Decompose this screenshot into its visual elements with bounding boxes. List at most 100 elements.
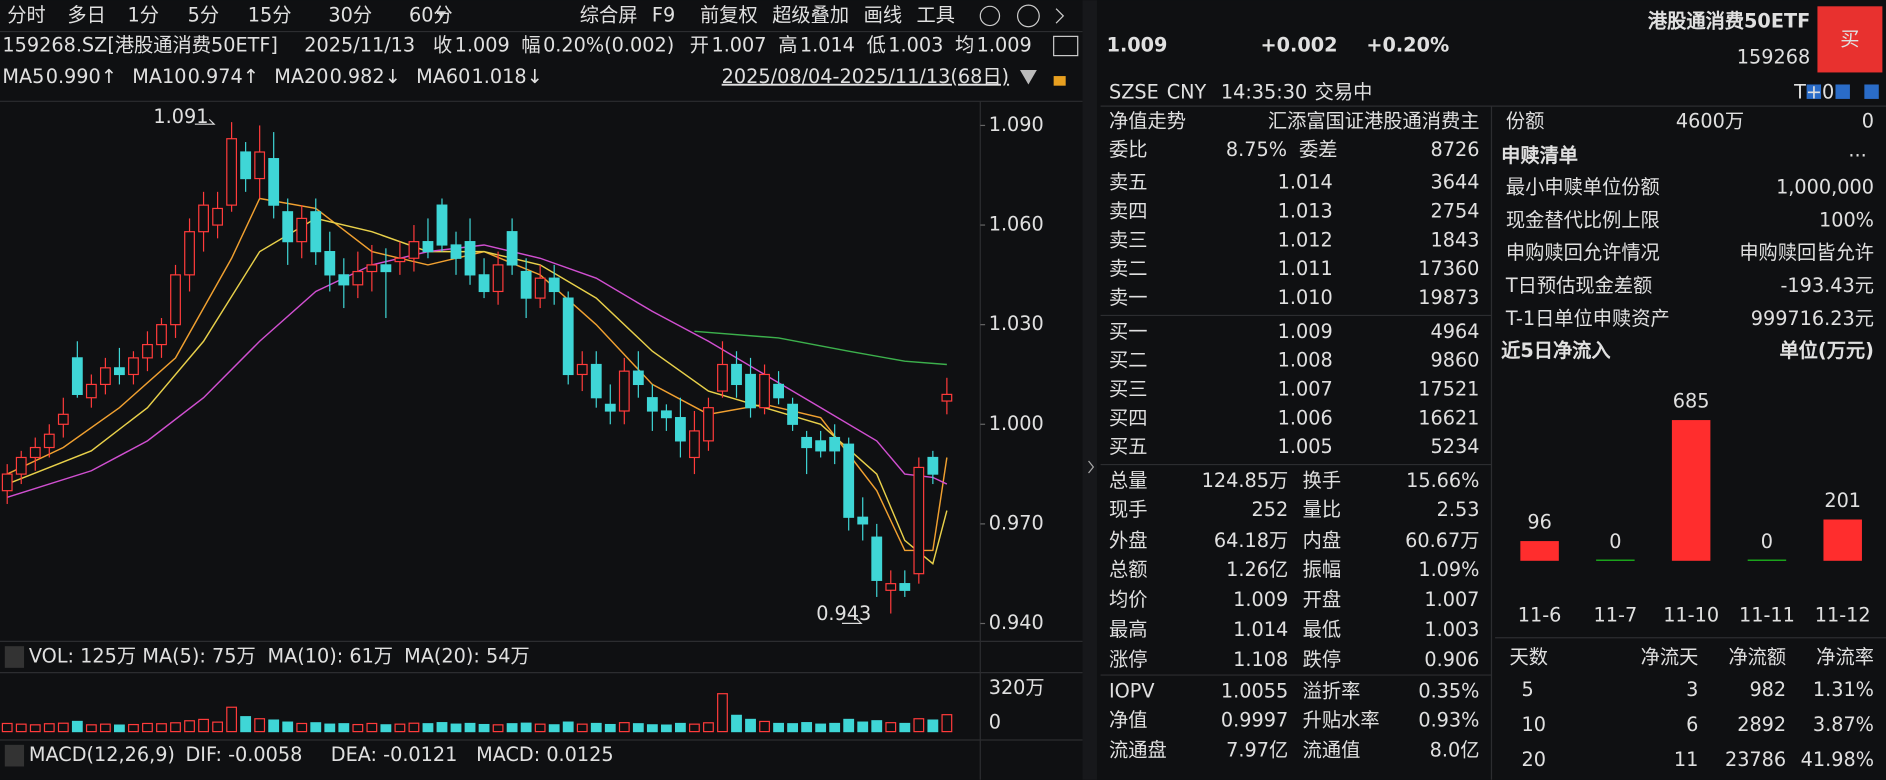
security-number: 159268 bbox=[1737, 46, 1810, 69]
level-price: 1.009 bbox=[1278, 320, 1333, 343]
candle-body bbox=[338, 274, 350, 286]
stat-value: 0.9997 bbox=[1221, 708, 1288, 731]
stat-value: 1.26亿 bbox=[1226, 558, 1288, 581]
list-label: 现金替代比例上限 bbox=[1506, 208, 1660, 231]
volume-bar bbox=[436, 722, 448, 733]
tool-icon[interactable] bbox=[1864, 84, 1879, 99]
toolbar-button[interactable]: 综合屏 bbox=[580, 3, 638, 26]
candle-body bbox=[310, 211, 322, 253]
expand-icon[interactable] bbox=[1055, 8, 1065, 24]
volume-bar bbox=[408, 722, 420, 733]
collapse-icon[interactable] bbox=[1088, 460, 1095, 474]
stat-label: 流通值 bbox=[1303, 738, 1361, 761]
period-tab[interactable]: 1分 bbox=[127, 3, 158, 26]
candle-body bbox=[829, 436, 841, 452]
tool-icon[interactable] bbox=[1806, 84, 1822, 99]
date-range[interactable]: 2025/08/04-2025/11/13(68日) bbox=[722, 65, 1009, 88]
lock-icon[interactable] bbox=[1053, 76, 1066, 86]
volume-bar bbox=[296, 722, 308, 733]
volume-bar bbox=[71, 720, 83, 733]
more[interactable]: ··· bbox=[1848, 144, 1866, 167]
level-price: 1.011 bbox=[1278, 257, 1333, 280]
flow-cell: 11 bbox=[1674, 748, 1698, 771]
period-tab[interactable]: 分时 bbox=[7, 3, 45, 26]
flow-value-label: 685 bbox=[1673, 390, 1710, 413]
toolbar-button[interactable]: F9 bbox=[652, 3, 675, 26]
wp-icon[interactable] bbox=[1053, 35, 1079, 57]
candle-body bbox=[913, 466, 925, 575]
stat-label: 最低 bbox=[1303, 618, 1341, 641]
period-tab[interactable]: 5分 bbox=[188, 3, 219, 26]
range-dropdown[interactable] bbox=[1019, 70, 1037, 85]
list-title: 申赎清单 bbox=[1501, 144, 1578, 167]
period-tab[interactable]: 15分 bbox=[248, 3, 292, 26]
candle-body bbox=[324, 251, 336, 276]
flow-category: 11-11 bbox=[1739, 604, 1795, 627]
period-tab[interactable]: 60分 bbox=[409, 3, 453, 26]
candle-body bbox=[170, 274, 181, 326]
stat-label: 换手 bbox=[1303, 469, 1341, 492]
info-label: 低 bbox=[867, 33, 886, 56]
level-name: 买二 bbox=[1109, 349, 1147, 372]
volume-legend: MA(5): 75万 bbox=[142, 645, 255, 668]
candle-body bbox=[99, 367, 111, 386]
stat-label: IOPV bbox=[1109, 679, 1155, 702]
price-change: +0.002 bbox=[1261, 33, 1338, 56]
flow-cell: 982 bbox=[1749, 678, 1786, 701]
candle-body bbox=[128, 357, 139, 376]
y-tick-label: 0.970 bbox=[989, 511, 1044, 534]
candle-body bbox=[43, 433, 55, 449]
stat-value: 0.906 bbox=[1424, 648, 1479, 671]
candle-body bbox=[674, 417, 686, 442]
fund-name: 汇添富国证港股通消费主 bbox=[1268, 109, 1480, 132]
flow-header: 净流天 bbox=[1641, 646, 1699, 669]
help-box[interactable] bbox=[4, 744, 25, 767]
volume-bar bbox=[394, 723, 406, 733]
flow-value-label: 0 bbox=[1761, 530, 1773, 553]
list-value: 100% bbox=[1819, 208, 1874, 231]
volume-bar bbox=[240, 716, 252, 733]
candle-body bbox=[773, 383, 784, 399]
toolbar-button[interactable]: 前复权 bbox=[700, 3, 758, 26]
level-volume: 5234 bbox=[1430, 435, 1479, 458]
volume-legend: MA(10): 61万 bbox=[268, 645, 394, 668]
toolbar-button[interactable]: 工具 bbox=[917, 3, 955, 26]
candle-body bbox=[787, 403, 799, 425]
period-tab[interactable]: 多日 bbox=[67, 3, 105, 26]
volume-bar bbox=[787, 723, 799, 733]
candle-body bbox=[927, 456, 939, 475]
period-tab[interactable]: 30分 bbox=[328, 3, 372, 26]
dropdown-icon[interactable] bbox=[436, 11, 447, 19]
extreme-label: 0.943 bbox=[816, 602, 871, 625]
divider[interactable] bbox=[1082, 0, 1097, 780]
tab[interactable]: 净值走势 bbox=[1109, 109, 1186, 132]
settings-icon[interactable] bbox=[979, 5, 1001, 27]
flow-bar bbox=[1747, 559, 1787, 561]
toolbar-button[interactable]: 超级叠加 bbox=[772, 3, 849, 26]
candle-body bbox=[604, 403, 616, 412]
candle-body bbox=[184, 231, 195, 276]
list-label: T日预估现金差额 bbox=[1505, 274, 1652, 297]
stat-label: 最高 bbox=[1109, 618, 1147, 641]
candle-body bbox=[450, 244, 462, 259]
volume-bar bbox=[871, 720, 883, 733]
volume-bar bbox=[478, 723, 490, 733]
level-price: 1.006 bbox=[1278, 406, 1333, 429]
tool-icon[interactable] bbox=[1835, 84, 1850, 99]
help-icon[interactable] bbox=[1016, 4, 1040, 28]
list-value: 1,000,000 bbox=[1776, 175, 1874, 198]
buy-button[interactable] bbox=[1817, 6, 1883, 73]
stat-label: 量比 bbox=[1303, 498, 1341, 521]
candle-body bbox=[534, 277, 546, 299]
candle-body bbox=[885, 583, 897, 591]
flow-bar bbox=[1596, 559, 1635, 561]
toolbar-button[interactable]: 画线 bbox=[864, 3, 902, 26]
candle-body bbox=[114, 367, 125, 376]
y-tick-label: 0.940 bbox=[989, 611, 1044, 634]
volume-bar bbox=[156, 723, 167, 733]
level-price: 1.005 bbox=[1278, 435, 1333, 458]
buy-label[interactable]: 买 bbox=[1840, 27, 1859, 50]
help-box[interactable] bbox=[4, 646, 25, 668]
level-price: 1.007 bbox=[1278, 378, 1333, 401]
